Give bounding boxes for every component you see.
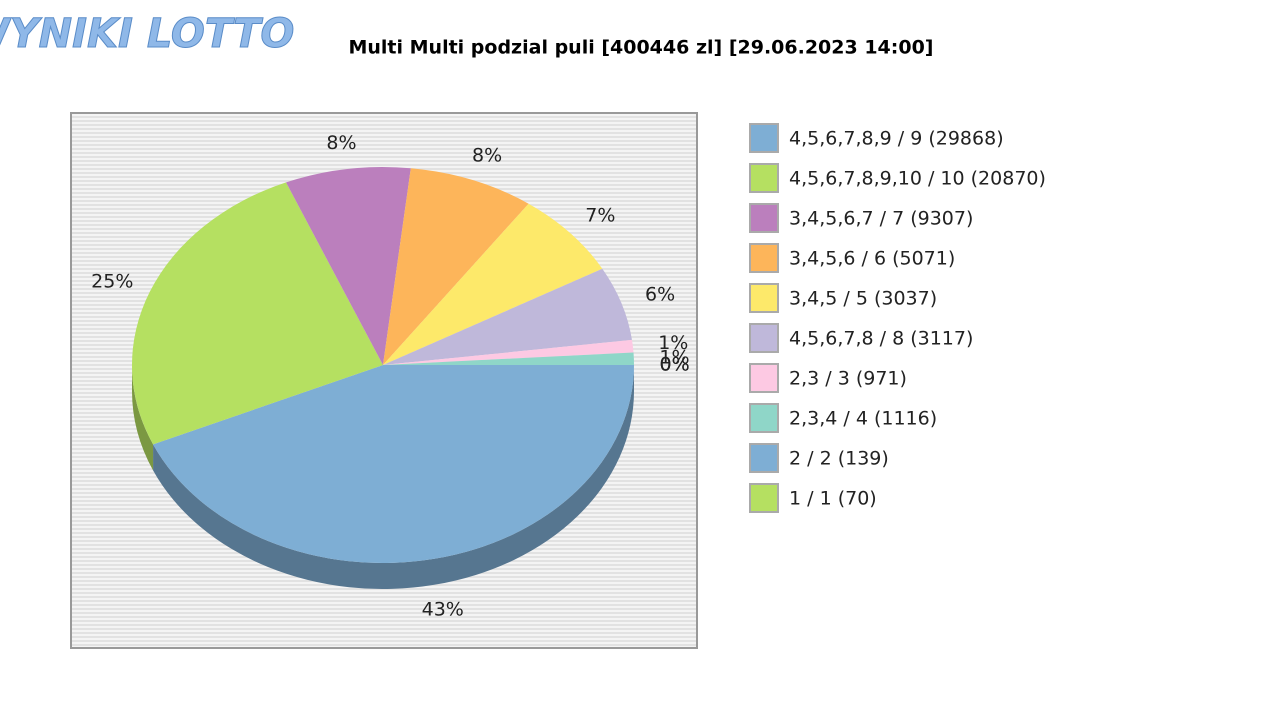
slice (383, 168, 529, 365)
legend-label: 2 / 2 (139) (789, 448, 889, 470)
slice (383, 268, 632, 365)
legend-label: 1 / 1 (70) (789, 488, 877, 510)
legend-swatch (749, 363, 779, 393)
slice (132, 182, 383, 445)
legend-label: 2,3,4 / 4 (1116) (789, 408, 937, 430)
legend-label: 3,4,5,6 / 6 (5071) (789, 248, 955, 270)
data-label: 0% (660, 354, 690, 376)
legend-swatch (749, 443, 779, 473)
legend-label: 4,5,6,7,8,9 / 9 (29868) (789, 128, 1004, 150)
slice (383, 203, 603, 365)
legend-label: 3,4,5 / 5 (3037) (789, 288, 937, 310)
data-label: 25% (91, 270, 133, 292)
slice (383, 339, 634, 365)
logo: WYNIKI LOTTO (0, 11, 294, 57)
legend-label: 4,5,6,7,8,9,10 / 10 (20870) (789, 168, 1046, 190)
slice (286, 167, 411, 365)
legend-label: 4,5,6,7,8 / 8 (3117) (789, 328, 973, 350)
data-label: 8% (472, 144, 502, 166)
data-label: 1% (659, 346, 689, 368)
legend-swatch (749, 403, 779, 433)
data-label: 43% (422, 598, 464, 620)
data-label: 8% (326, 132, 356, 154)
pie: 43%25%8%8%7%6%1%1%0%0% (91, 132, 690, 620)
slice (383, 352, 634, 365)
legend-label: 2,3 / 3 (971) (789, 368, 907, 390)
legend-label: 3,4,5,6,7 / 7 (9307) (789, 208, 973, 230)
legend-swatch (749, 123, 779, 153)
data-label: 1% (658, 332, 688, 354)
legend-swatch (749, 203, 779, 233)
legend: 4,5,6,7,8,9 / 9 (29868) 4,5,6,7,8,9,10 / … (749, 123, 1046, 513)
slice (153, 365, 635, 564)
legend-swatch (749, 323, 779, 353)
legend-swatch (749, 483, 779, 513)
slice-side (132, 365, 154, 471)
chart-title: Multi Multi podzial puli [400446 zl] [29… (348, 37, 933, 59)
legend-swatch (749, 283, 779, 313)
legend-swatch (749, 163, 779, 193)
data-label: 0% (660, 354, 690, 376)
data-label: 7% (585, 204, 615, 226)
data-label: 6% (645, 284, 675, 306)
legend-swatch (749, 243, 779, 273)
